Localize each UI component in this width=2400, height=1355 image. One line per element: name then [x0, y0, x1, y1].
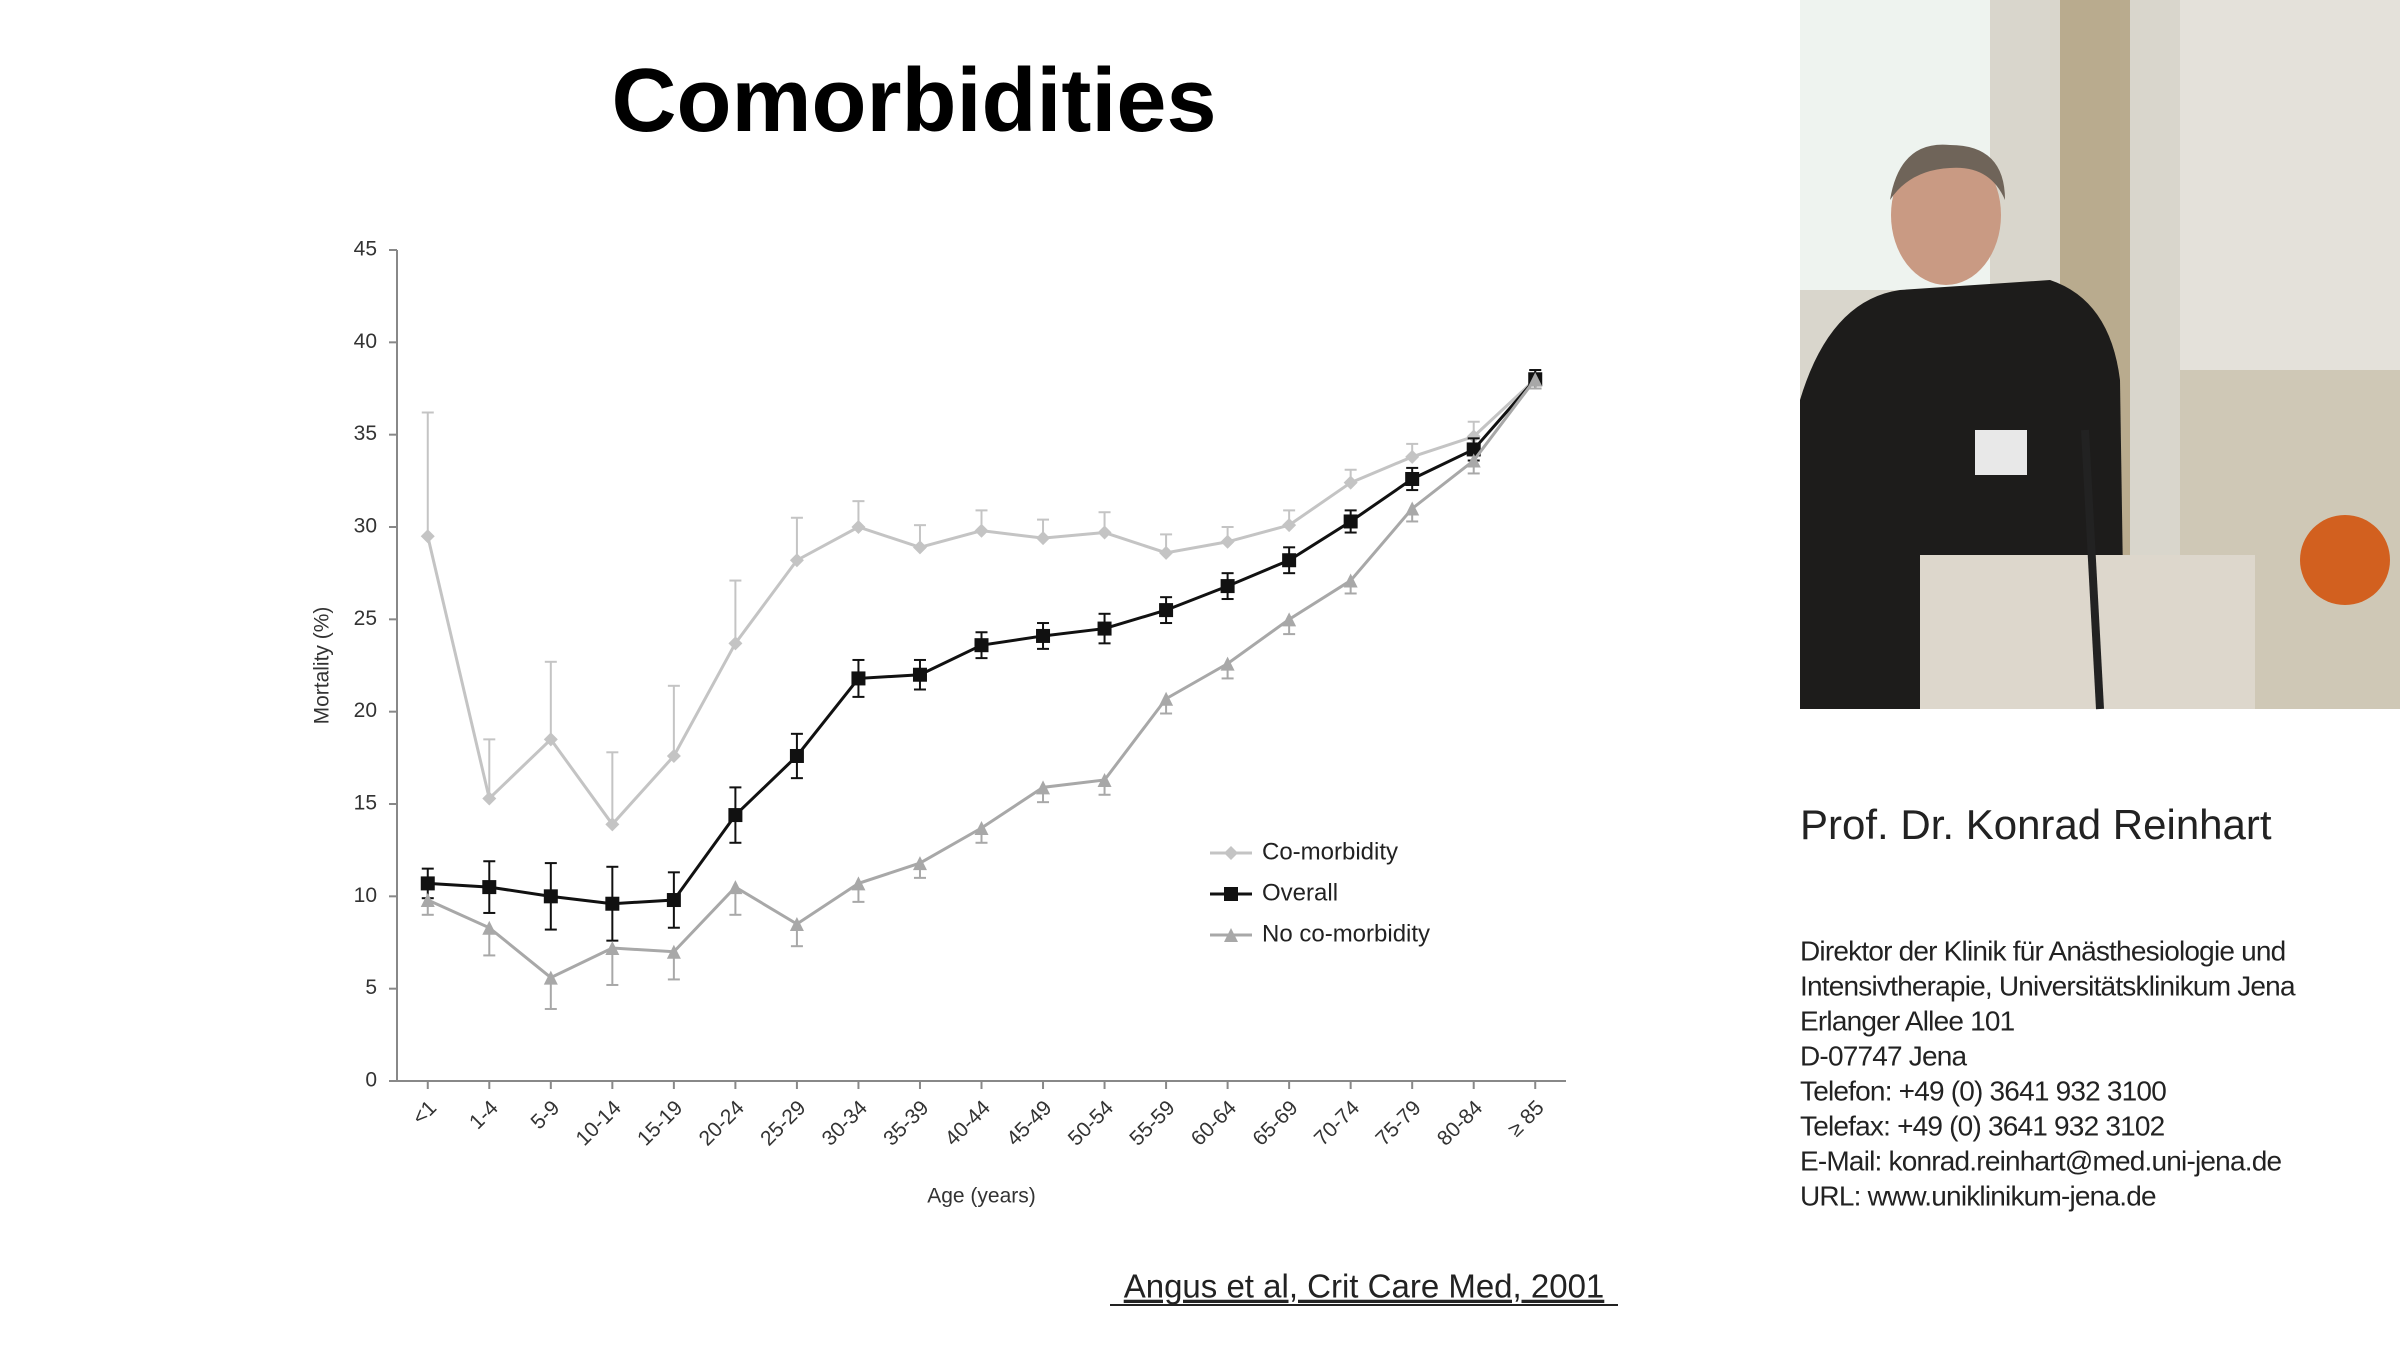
point	[666, 944, 681, 959]
point	[543, 732, 558, 747]
x-axis-label: Age (years)	[927, 1185, 1036, 1208]
point	[666, 893, 681, 908]
point	[482, 920, 497, 935]
address-line: E-Mail: konrad.reinhart@med.uni-jena.de	[1800, 1145, 2281, 1176]
y-tick-label: 30	[354, 515, 377, 538]
point	[666, 748, 681, 763]
address-line: Erlanger Allee 101	[1800, 1005, 2015, 1036]
address-line: URL: www.uniklinikum-jena.de	[1800, 1180, 2156, 1211]
legend-label: Co-morbidity	[1262, 838, 1398, 865]
speaker-name: Prof. Dr. Konrad Reinhart	[1800, 801, 2272, 848]
point	[728, 880, 743, 895]
y-tick-label: 35	[354, 422, 377, 445]
point	[912, 540, 927, 555]
y-tick-label: 10	[354, 884, 377, 907]
y-tick-label: 45	[354, 238, 377, 261]
point	[605, 817, 620, 832]
point	[789, 748, 804, 763]
point	[1528, 372, 1543, 387]
point	[974, 523, 989, 538]
point	[1343, 573, 1358, 588]
point	[1282, 612, 1297, 627]
y-tick-label: 20	[354, 699, 377, 722]
point	[1405, 471, 1420, 486]
point	[1036, 628, 1051, 643]
speaker-head	[1891, 145, 2001, 285]
point	[1220, 534, 1235, 549]
point	[851, 671, 866, 686]
legend-marker	[1224, 928, 1238, 942]
point	[1159, 545, 1174, 560]
y-tick-label: 5	[365, 976, 377, 999]
y-tick-label: 25	[354, 607, 377, 630]
point	[420, 893, 435, 908]
point	[1159, 691, 1174, 706]
point	[1405, 449, 1420, 464]
legend-label: Overall	[1262, 879, 1338, 906]
point	[1036, 531, 1051, 546]
point	[912, 856, 927, 871]
name-badge	[1975, 430, 2027, 475]
speaker-address: Direktor der Klinik für Anästhesiologie …	[1800, 935, 2297, 1211]
point	[851, 876, 866, 891]
legend-marker	[1224, 887, 1238, 901]
point	[420, 876, 435, 891]
point	[1097, 772, 1112, 787]
point	[1159, 603, 1174, 618]
point	[851, 520, 866, 534]
point	[1282, 518, 1297, 533]
point	[482, 791, 497, 806]
point	[1036, 780, 1051, 795]
address-line: D-07747 Jena	[1800, 1040, 1968, 1071]
point	[543, 889, 558, 904]
point	[1220, 579, 1235, 594]
point	[728, 808, 743, 823]
y-tick-label: 40	[354, 330, 377, 353]
speaker-photo	[1800, 0, 2400, 710]
point	[1097, 525, 1112, 540]
point	[728, 636, 743, 651]
y-axis-label: Mortality (%)	[311, 607, 334, 725]
chart-source: Angus et al, Crit Care Med, 2001	[1124, 1268, 1605, 1305]
point	[1220, 656, 1235, 671]
point	[1282, 553, 1297, 568]
address-line: Intensivtherapie, Universitätsklinikum J…	[1800, 970, 2296, 1001]
y-tick-label: 0	[365, 1069, 377, 1092]
point	[482, 880, 497, 895]
point	[605, 941, 620, 956]
point	[1466, 429, 1481, 444]
point	[420, 529, 435, 544]
point	[1343, 514, 1358, 529]
lectern	[1920, 555, 2255, 709]
legend-marker	[1224, 846, 1238, 860]
address-line: Telefax: +49 (0) 3641 932 3102	[1800, 1110, 2165, 1141]
microphone-stand	[2081, 429, 2104, 710]
point	[789, 553, 804, 568]
address-line: Telefon: +49 (0) 3641 932 3100	[1800, 1075, 2166, 1106]
point	[1466, 442, 1481, 457]
point	[1343, 475, 1358, 490]
point	[605, 896, 620, 911]
point	[1097, 621, 1112, 636]
speaker-hair	[1890, 144, 2005, 200]
point	[789, 917, 804, 932]
legend-label: No co-morbidity	[1262, 920, 1430, 947]
wall	[2180, 0, 2400, 370]
point	[974, 638, 989, 653]
address-line: Direktor der Klinik für Anästhesiologie …	[1800, 935, 2285, 966]
y-tick-label: 15	[354, 792, 377, 815]
point	[974, 821, 989, 836]
point	[543, 970, 558, 985]
point	[912, 667, 927, 682]
point	[1405, 501, 1420, 516]
chart-title: Comorbidities	[611, 51, 1216, 151]
point	[1466, 453, 1481, 468]
flowers	[2300, 515, 2390, 605]
